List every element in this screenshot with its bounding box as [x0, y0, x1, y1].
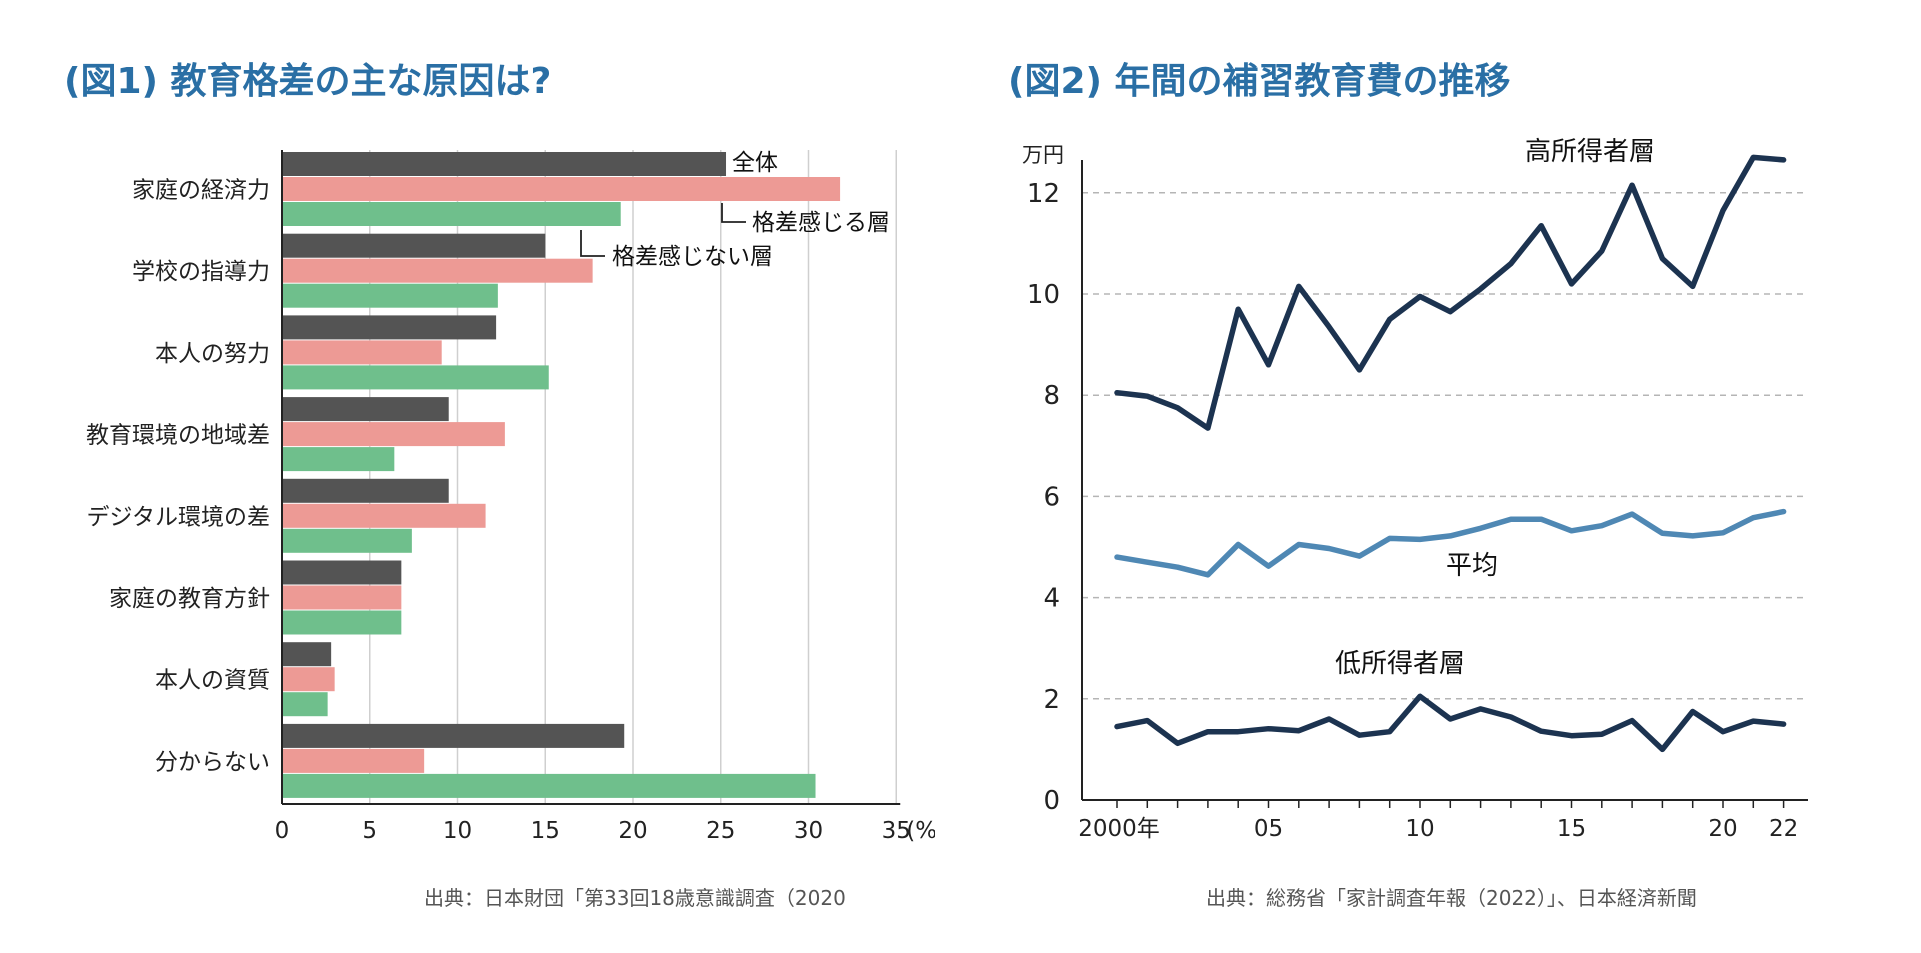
bar	[282, 748, 425, 773]
category-label: 本人の努力	[155, 341, 270, 367]
x-tick-label: 0	[275, 818, 290, 844]
series-line	[1114, 693, 1787, 753]
category-label: 分からない	[155, 749, 270, 775]
grid-lines	[1082, 192, 1808, 700]
y-tick-label: 2	[1043, 685, 1060, 715]
x-tick-label: 05	[1254, 816, 1283, 842]
legend-label-no-gap: 格差感じない層	[612, 244, 773, 270]
bar	[282, 283, 498, 308]
bar	[282, 233, 546, 258]
y-tick-label: 0	[1043, 786, 1060, 816]
category-label: 学校の指導力	[132, 259, 270, 285]
y-tick-label: 6	[1043, 482, 1060, 512]
bar	[282, 503, 486, 528]
x-tick-label: 20	[618, 818, 647, 844]
category-label: 本人の資質	[155, 668, 270, 694]
bar	[282, 478, 449, 503]
legend-label-feel-gap: 格差感じる層	[752, 210, 890, 236]
bar	[282, 773, 816, 798]
x-tick-label: 10	[1405, 816, 1434, 842]
bar	[282, 723, 625, 748]
bar	[282, 585, 402, 610]
bar	[282, 667, 335, 692]
x-tick-label: 35	[882, 818, 911, 844]
legend-leader-line	[721, 203, 746, 223]
figure-2-source: 出典：総務省「家計調査年報（2022）」、日本経済新聞	[1206, 886, 1697, 910]
category-label: 教育環境の地域差	[86, 423, 270, 449]
axes	[1081, 160, 1808, 808]
y-tick-label: 12	[1027, 179, 1060, 209]
figure-1-source: 出典：日本財団「第33回18歳意識調査（2020	[424, 886, 846, 910]
bars	[282, 152, 841, 798]
bar	[282, 365, 549, 390]
x-tick-label: 22	[1769, 816, 1798, 842]
series-label: 平均	[1446, 551, 1498, 581]
x-tick-label: 10	[443, 818, 472, 844]
category-label: 家庭の教育方針	[109, 586, 270, 612]
bar	[282, 610, 402, 635]
bar	[282, 152, 727, 176]
legend-leader-line	[580, 230, 605, 257]
x-tick-label: 20	[1708, 816, 1737, 842]
y-unit-label: 万円	[1022, 143, 1064, 167]
category-label: 家庭の経済力	[132, 178, 270, 204]
bar	[282, 447, 395, 472]
category-label: デジタル環境の差	[86, 504, 270, 530]
bar	[282, 202, 621, 226]
series-line	[1114, 508, 1787, 578]
bar	[282, 315, 497, 340]
bar	[282, 692, 328, 717]
figure-1: (図1) 教育格差の主な原因は? 家庭の経済力 学校の指導力本人の努力教育環境の地…	[0, 0, 935, 953]
bar	[282, 340, 442, 365]
series-label: 高所得者層	[1525, 137, 1655, 167]
bar	[282, 560, 402, 585]
bar	[282, 642, 332, 667]
series-lines	[1114, 154, 1787, 753]
category-labels: 家庭の経済力学校の指導力本人の努力教育環境の地域差デジタル環境の差家庭の教育方針…	[86, 178, 270, 776]
x-tick-labels: 0 5 10 15 20 25 30 35(%	[275, 818, 935, 844]
x-unit-label: (%	[906, 818, 935, 844]
tick-labels: 0 2 4 6 8 10 12 万円 2000年 05 10 15 20 22	[1022, 143, 1798, 842]
x-tick-label: 2000年	[1078, 816, 1160, 842]
x-tick-label: 5	[362, 818, 377, 844]
x-tick-label: 30	[794, 818, 823, 844]
y-tick-label: 8	[1043, 381, 1060, 411]
x-tick-label: 15	[531, 818, 560, 844]
figure-1-title: (図1) 教育格差の主な原因は?	[64, 61, 552, 102]
bar-chart: 家庭の経済力学校の指導力本人の努力教育環境の地域差デジタル環境の差家庭の教育方針…	[86, 150, 935, 844]
y-tick-label: 10	[1027, 280, 1060, 310]
series-line	[1114, 154, 1787, 431]
x-tick-label: 25	[706, 818, 735, 844]
series-label: 低所得者層	[1335, 649, 1465, 679]
figure-2-title: (図2) 年間の補習教育費の推移	[1008, 61, 1511, 102]
bar	[282, 397, 449, 422]
axes	[281, 150, 901, 805]
y-tick-label: 4	[1043, 584, 1060, 614]
bar	[282, 528, 412, 553]
legend-label-all: 全体	[732, 150, 778, 176]
bar	[282, 422, 505, 447]
bar	[282, 177, 841, 201]
bar	[282, 258, 593, 283]
x-tick-label: 15	[1557, 816, 1586, 842]
